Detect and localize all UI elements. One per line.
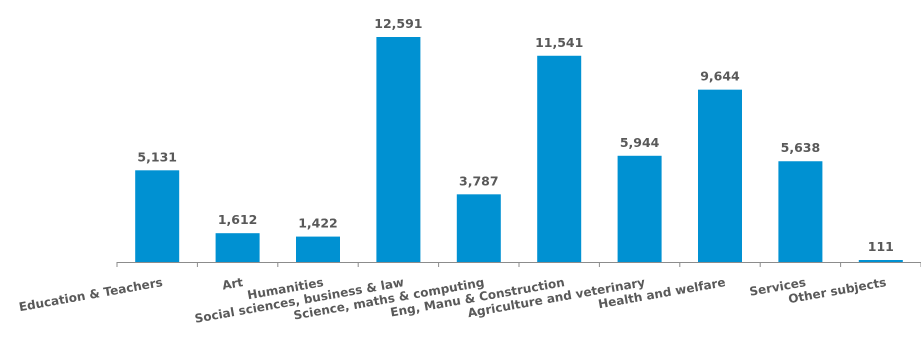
bar-value-label: 1,612 xyxy=(218,212,258,227)
bar-value-label: 3,787 xyxy=(459,173,499,188)
bar-value-label: 5,638 xyxy=(781,140,821,155)
bar-value-label: 9,644 xyxy=(700,69,740,84)
bar xyxy=(698,89,742,262)
bar-value-label: 11,541 xyxy=(535,35,583,50)
bar xyxy=(296,236,340,262)
category-labels-group: Education & Teachers Art HumanitiesSocial … xyxy=(18,275,888,326)
bar xyxy=(537,55,582,263)
bar-value-label: 5,944 xyxy=(620,135,660,150)
bars-group xyxy=(135,37,903,263)
category-label: Art xyxy=(221,275,244,292)
x-axis xyxy=(116,262,921,267)
bar xyxy=(456,194,501,262)
bar-value-label: 12,591 xyxy=(374,16,422,31)
value-labels-group: 5,131 1,612 1,422 12,591 3,787 11,541 5,944 9,6… xyxy=(137,16,893,254)
bar-value-label: 5,131 xyxy=(137,149,177,164)
bar xyxy=(858,260,903,262)
bar xyxy=(135,170,180,262)
bar xyxy=(617,155,662,262)
bar xyxy=(215,233,260,262)
bar-value-label: 111 xyxy=(868,239,894,254)
bar-value-label: 1,422 xyxy=(298,216,338,231)
bar xyxy=(376,37,421,262)
bar xyxy=(778,161,823,262)
category-label: Education & Teachers xyxy=(18,275,164,314)
